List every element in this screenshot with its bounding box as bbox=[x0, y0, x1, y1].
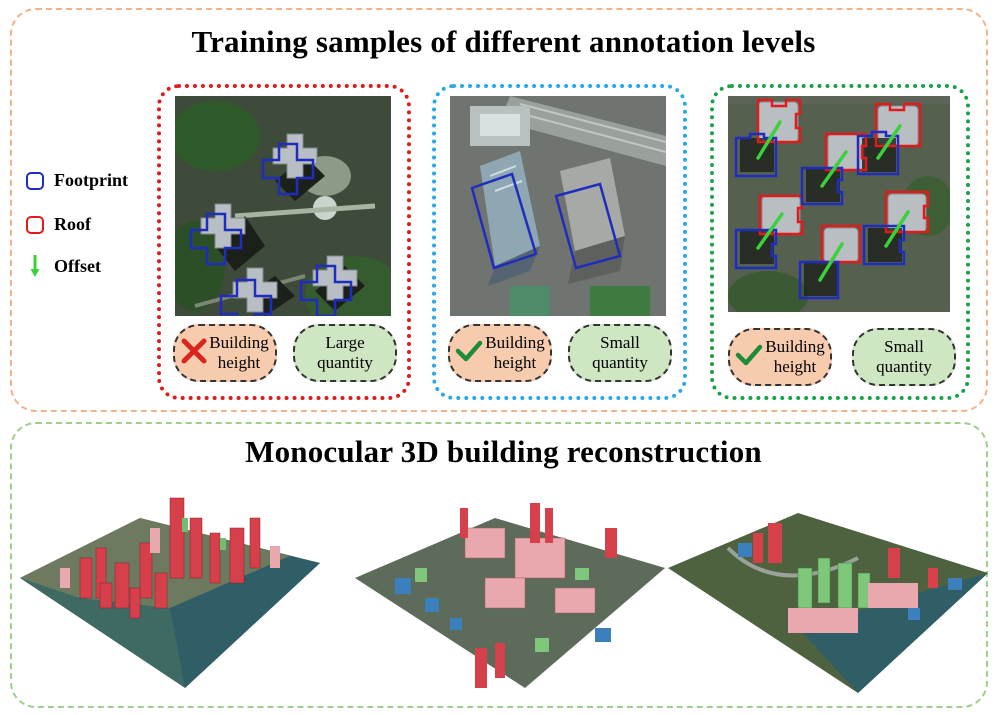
check-icon bbox=[455, 339, 483, 368]
legend-footprint-label: Footprint bbox=[54, 170, 128, 190]
card-height-annotation: Building height Small quantity bbox=[432, 84, 687, 400]
training-samples-title: Training samples of different annotation… bbox=[191, 24, 816, 59]
building-height-pill: Building height bbox=[173, 324, 277, 382]
quantity-pill: Small quantity bbox=[568, 324, 672, 382]
reconstruction-panel bbox=[10, 422, 988, 708]
quantity-pill: Small quantity bbox=[852, 328, 956, 386]
building-height-label-line1: Building bbox=[485, 333, 545, 352]
aerial-image-tall-buildings bbox=[450, 96, 666, 316]
reconstruction-title: Monocular 3D building reconstruction bbox=[245, 434, 762, 469]
roof-square-icon bbox=[26, 215, 44, 234]
reconstruction-render-2 bbox=[355, 488, 665, 693]
footprint-square-icon bbox=[26, 171, 44, 190]
reconstruction-render-3 bbox=[668, 488, 988, 693]
legend-offset: Offset bbox=[26, 254, 101, 278]
quantity-pill: Large quantity bbox=[293, 324, 397, 382]
building-height-label-line1: Building bbox=[209, 333, 269, 352]
building-height-label-line2: height bbox=[217, 353, 261, 372]
quantity-label-line2: quantity bbox=[317, 353, 373, 372]
card-footprint-annotation: Building height Large quantity bbox=[157, 84, 411, 400]
quantity-label-line2: quantity bbox=[592, 353, 648, 372]
building-height-pill: Building height bbox=[448, 324, 552, 382]
card-roof-offset-annotation: Building height Small quantity bbox=[710, 84, 970, 400]
quantity-label-line1: Small bbox=[600, 333, 640, 352]
building-height-label-line2: height bbox=[773, 357, 817, 376]
legend-roof: Roof bbox=[26, 214, 91, 235]
legend-footprint: Footprint bbox=[26, 170, 128, 191]
legend-roof-label: Roof bbox=[54, 214, 91, 234]
quantity-label-line1: Large bbox=[325, 333, 365, 352]
training-samples-panel bbox=[10, 8, 988, 412]
aerial-image-footprint bbox=[175, 96, 391, 316]
reconstruction-render-1 bbox=[20, 488, 320, 693]
building-height-pill: Building height bbox=[728, 328, 832, 386]
aerial-image-roof-offset bbox=[728, 96, 950, 312]
cross-icon bbox=[181, 338, 207, 369]
building-height-label-line1: Building bbox=[765, 337, 825, 356]
building-height-label-line2: height bbox=[493, 353, 537, 372]
quantity-label-line2: quantity bbox=[876, 357, 932, 376]
offset-arrow-icon bbox=[26, 254, 44, 278]
check-icon bbox=[735, 343, 763, 372]
quantity-label-line1: Small bbox=[884, 337, 924, 356]
legend-offset-label: Offset bbox=[54, 255, 101, 276]
